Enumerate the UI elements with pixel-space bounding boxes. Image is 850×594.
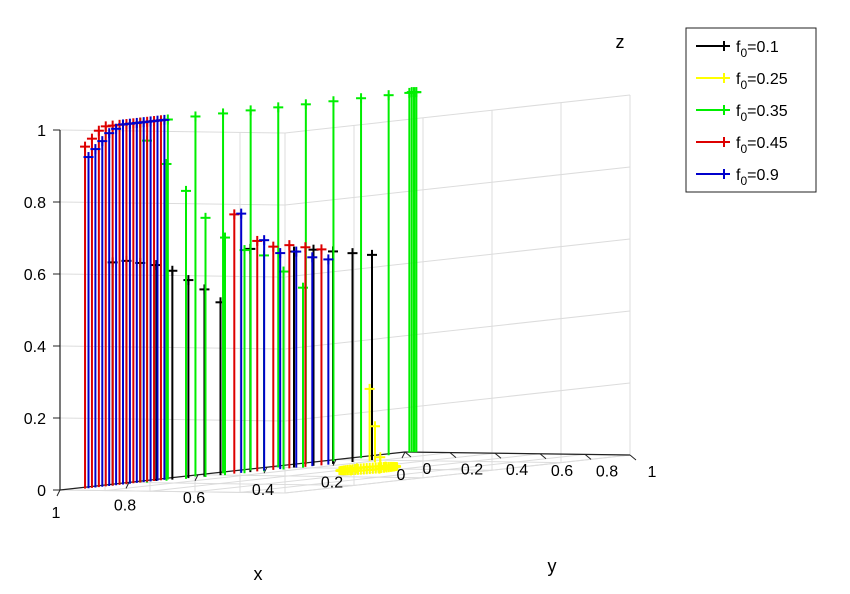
legend-label: f0=0.45 <box>736 135 788 156</box>
y-tick-label: 0.6 <box>551 463 573 480</box>
z-tick-label: 0 <box>37 483 46 500</box>
wall-grid-line <box>59 489 286 494</box>
z-axis-label: z <box>616 32 625 52</box>
legend-label: f0=0.9 <box>736 167 779 188</box>
y-tick-mark <box>494 452 502 459</box>
legend: f0=0.1 f0=0.25 f0=0.35 f0=0.45 f0=0.9 <box>685 27 817 193</box>
z-tick-label: 1 <box>37 123 46 140</box>
y-axis-label: y <box>548 556 557 576</box>
y-tick-mark <box>629 454 637 461</box>
y-tick-label: 1 <box>648 464 657 481</box>
y-tick-mark <box>449 452 457 458</box>
y-tick-label: 0.8 <box>596 463 618 480</box>
floor-grid-line <box>335 459 562 464</box>
y-tick-label: 0.2 <box>461 462 483 479</box>
y-tick-label: 0.4 <box>506 462 528 479</box>
x-tick-mark <box>194 474 199 482</box>
y-tick-mark <box>584 454 592 460</box>
x-tick-label: 0.6 <box>183 490 205 507</box>
data-stems <box>80 87 422 489</box>
floor-grid-line <box>149 452 496 492</box>
z-tick-label: 0.6 <box>24 267 46 284</box>
series-group <box>135 87 422 483</box>
wall-grid-line <box>284 238 631 278</box>
x-tick-label: 0.8 <box>114 497 136 514</box>
legend-label: f0=0.1 <box>736 39 779 60</box>
x-tick-mark <box>263 466 268 474</box>
x-axis-label: x <box>254 564 263 584</box>
grid-lines <box>59 94 631 494</box>
x-tick-label: 1 <box>52 505 61 522</box>
axis-labels: x y z <box>254 32 625 584</box>
yellow-ring <box>335 461 402 476</box>
y-axis-line <box>404 451 631 456</box>
x-tick-label: 0 <box>397 467 406 484</box>
x-tick-mark <box>56 489 61 497</box>
wall-grid-line <box>59 201 286 206</box>
y-tick-mark <box>539 453 547 460</box>
floor-grid-line <box>197 474 424 479</box>
y-tick-label: 0 <box>423 461 432 478</box>
x-tick-label: 0.2 <box>321 475 343 492</box>
wall-grid-line <box>284 166 631 206</box>
y-tick-mark <box>404 451 412 458</box>
axes <box>53 129 637 497</box>
series-group <box>80 115 327 489</box>
x-tick-mark <box>401 451 406 459</box>
series-group <box>83 114 334 489</box>
legend-label: f0=0.25 <box>736 71 788 92</box>
x-tick-label: 0.4 <box>252 482 274 499</box>
z-tick-label: 0.2 <box>24 411 46 428</box>
legend-label: f0=0.35 <box>736 103 788 124</box>
z-tick-label: 0.4 <box>24 339 46 356</box>
wall-grid-line <box>284 310 631 350</box>
floor-grid-line <box>128 481 355 486</box>
x-tick-mark <box>332 459 337 466</box>
z-tick-label: 0.8 <box>24 195 46 212</box>
wall-grid-line <box>284 382 631 422</box>
floor-grid-line <box>239 453 586 493</box>
x-tick-mark <box>125 482 130 489</box>
wall-grid-line <box>284 94 631 134</box>
wall-grid-line <box>284 454 631 494</box>
floor-grid-line <box>104 452 451 492</box>
tick-labels: 1 0.8 0.6 0.4 0.2 0 10.80.60.40.2000.20.40.60.… <box>24 123 657 522</box>
x-axis-line <box>59 451 406 491</box>
